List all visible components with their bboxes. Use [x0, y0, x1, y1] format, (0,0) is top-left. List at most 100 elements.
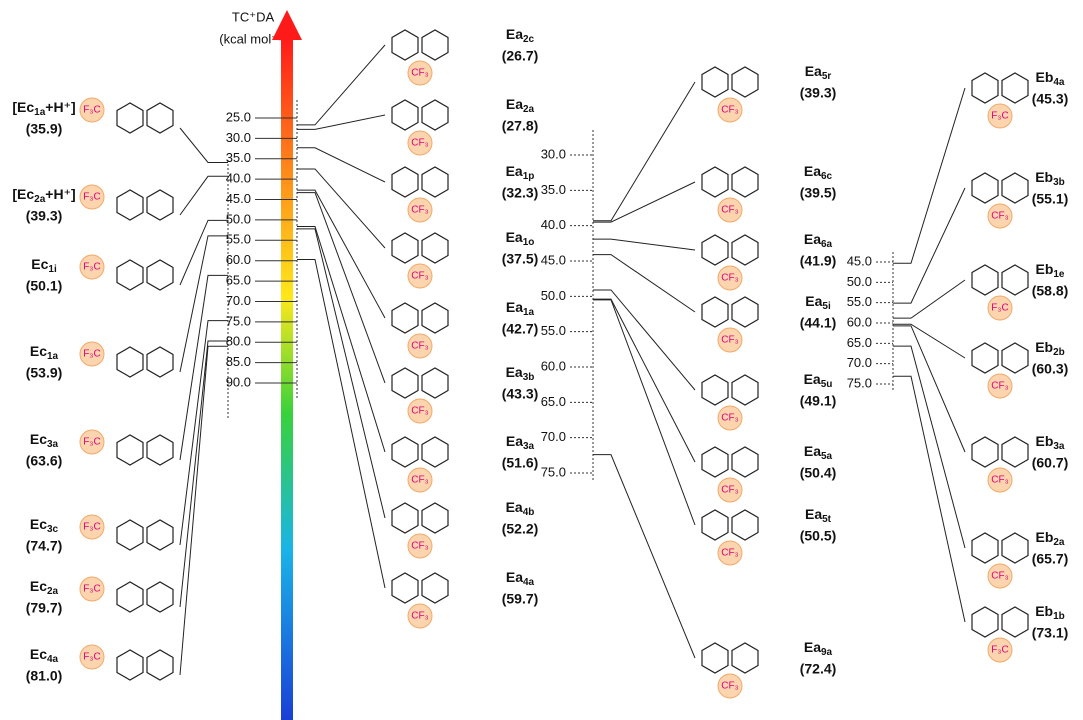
ring — [732, 167, 758, 197]
tick-label: 65.0 — [541, 394, 566, 409]
value-label: (27.8) — [502, 118, 539, 134]
compound-subscript: 1a — [523, 307, 535, 318]
compound-subscript: 5u — [821, 379, 833, 390]
tick-label: 75.0 — [847, 375, 872, 390]
connector — [593, 82, 695, 221]
compound-name: Ea — [804, 639, 821, 655]
compound-subscript: 2a — [1053, 537, 1065, 548]
connector — [893, 324, 965, 358]
ring — [392, 503, 418, 533]
tick-label: 90.0 — [226, 374, 251, 389]
connector — [297, 45, 385, 125]
compound-name: Eb — [1035, 69, 1053, 85]
compound-name: Ea — [506, 96, 523, 112]
badge-text: F₃C — [83, 349, 100, 360]
value-label: (50.5) — [800, 528, 837, 544]
value-label: (50.1) — [26, 278, 63, 294]
compound-subscript: 2c — [523, 34, 535, 45]
value-label: (55.1) — [1032, 191, 1069, 207]
ring — [117, 435, 143, 465]
axis-title: TC⁺DA — [232, 9, 275, 24]
tick-label: 40.0 — [541, 217, 566, 232]
ring — [117, 650, 143, 680]
ring — [147, 260, 173, 290]
arrow-head — [272, 10, 302, 40]
badge-text: F₃C — [83, 105, 100, 116]
compound-name: Ec — [30, 343, 47, 359]
compound-subscript: 2a — [34, 194, 46, 205]
value-label: (52.2) — [502, 521, 539, 537]
compound-name: Ea — [506, 299, 523, 315]
ring — [732, 235, 758, 265]
ring — [732, 447, 758, 477]
compound-label: Ec3c — [30, 516, 59, 535]
ring — [392, 30, 418, 60]
tick-label: 70.0 — [226, 293, 251, 308]
connector — [893, 326, 965, 452]
ring — [1002, 533, 1028, 563]
ring — [147, 520, 173, 550]
compound-label: Ea5t — [805, 506, 832, 525]
compound-label: Eb2a — [1035, 529, 1064, 548]
ring — [422, 233, 448, 263]
tick-label: 45.0 — [541, 252, 566, 267]
badge-text: CF₃ — [721, 548, 738, 559]
compound-label: Ea9a — [804, 639, 833, 658]
tick-label: 60.0 — [541, 358, 566, 373]
compound-name: Ea — [506, 163, 523, 179]
value-label: (79.7) — [26, 600, 63, 616]
badge-text: CF₃ — [411, 205, 428, 216]
ring — [117, 520, 143, 550]
compound-label: [Ec1a+H⁺] — [12, 99, 75, 118]
badge-text: CF₃ — [991, 571, 1008, 582]
compound-label: Ea2a — [506, 96, 535, 115]
connector — [180, 275, 228, 460]
connector — [593, 299, 695, 462]
compound-name: Ea — [804, 443, 821, 459]
connector — [297, 115, 385, 129]
tick-label: 80.0 — [226, 334, 251, 349]
ring — [147, 190, 173, 220]
compound-label: Ec1i — [31, 256, 57, 275]
compound-subscript: 1a — [34, 107, 46, 118]
tick-label: 30.0 — [541, 146, 566, 161]
badge-text: CF₃ — [411, 475, 428, 486]
badge-text: CF₃ — [411, 341, 428, 352]
connector — [593, 300, 695, 525]
compound-label: Ea2c — [506, 26, 535, 45]
tick-label: 35.0 — [541, 182, 566, 197]
compound-subscript: 5t — [822, 514, 832, 525]
ring — [422, 368, 448, 398]
compound-name: Ec — [30, 516, 47, 532]
compound-name: Ea — [804, 231, 821, 247]
value-label: (74.7) — [26, 538, 63, 554]
compound-subscript: 9a — [821, 647, 833, 658]
ring — [117, 260, 143, 290]
ring — [1002, 173, 1028, 203]
compound-subscript: 4b — [523, 507, 535, 518]
compound-name: [Ec — [12, 186, 34, 202]
value-label: (41.9) — [800, 253, 837, 269]
compound-label: Ec2a — [30, 578, 59, 597]
badge-text: CF₃ — [411, 138, 428, 149]
compound-subscript: 5a — [821, 451, 833, 462]
value-label: (53.9) — [26, 365, 63, 381]
value-label: (42.7) — [502, 321, 539, 337]
badge-text: F₃C — [83, 262, 100, 273]
tick-label: 75.0 — [226, 313, 251, 328]
badge-text: CF₃ — [411, 611, 428, 622]
badge-text: CF₃ — [411, 541, 428, 552]
compound-subscript: 2a — [523, 104, 535, 115]
tick-label: 50.0 — [847, 274, 872, 289]
ring — [1002, 437, 1028, 467]
badge-text: CF₃ — [721, 105, 738, 116]
compound-name: Ea — [805, 293, 822, 309]
compound-subscript: 4a — [523, 577, 535, 588]
compound-label: Eb1e — [1035, 261, 1064, 280]
ring — [1002, 265, 1028, 295]
tick-label: 55.0 — [541, 323, 566, 338]
badge-text: CF₃ — [411, 271, 428, 282]
connector — [297, 148, 385, 182]
compound-label: Ea5i — [805, 293, 831, 312]
badge-text: F₃C — [991, 303, 1008, 314]
